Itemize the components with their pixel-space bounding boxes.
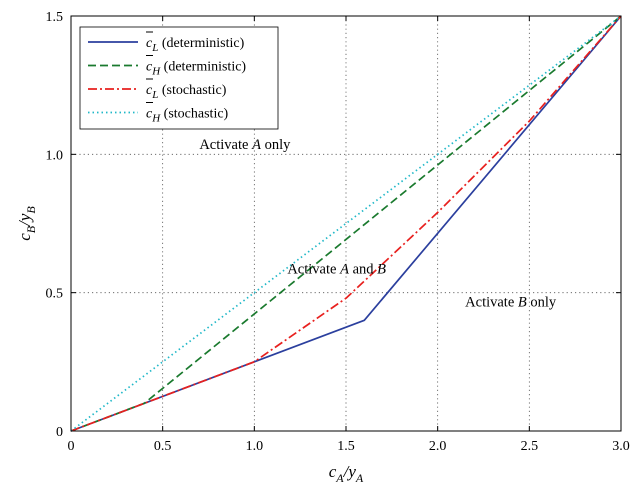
annotation-part: only [261, 137, 291, 153]
series-line-3 [70, 15, 622, 432]
legend-entry-3: cL (stochastic) [146, 83, 227, 101]
legend-symbol: c [146, 107, 153, 122]
series-layer [70, 15, 622, 432]
y-tick-label: 0 [56, 425, 63, 440]
x-axis-label-sep: /y [343, 462, 357, 481]
legend-subscript: H [151, 66, 161, 78]
y-tick-label: 0.5 [46, 287, 64, 302]
y-tick-label: 1.5 [46, 10, 64, 25]
x-axis-label: cA/yA [329, 462, 364, 485]
x-tick-label: 2.5 [521, 439, 539, 454]
y-axis-label: cB/yB [15, 206, 38, 241]
region-annotation-2: Activate A and B [287, 261, 386, 277]
x-tick-label: 2.0 [429, 439, 447, 454]
annotation-part: Activate [199, 137, 252, 153]
legend-desc: (deterministic) [160, 60, 246, 75]
x-axis-label-main: c [329, 462, 337, 481]
legend-desc: (stochastic) [160, 107, 228, 122]
annotation-part: only [527, 295, 557, 311]
annotation-part: A [339, 261, 349, 277]
y-axis-label-wrap: cB/yB [15, 206, 38, 241]
x-tick-label: 0 [68, 439, 75, 454]
y-axis-label-main-sub: B [24, 225, 38, 233]
legend-box [79, 26, 279, 130]
x-tick-label: 0.5 [154, 439, 172, 454]
annotation-part: B [377, 261, 386, 277]
ticks: 0 0.5 1.0 1.5 2.0 2.5 3.0 0 0.5 1.0 1.5 [46, 10, 630, 454]
x-tick-label: 3.0 [612, 439, 630, 454]
x-tick-label: 1.5 [337, 439, 355, 454]
annotation-part: Activate [287, 261, 340, 277]
legend-symbol: c [146, 60, 153, 75]
region-annotation-1: Activate A only [199, 137, 291, 153]
legend-symbol: c [146, 36, 153, 51]
y-tick-label: 1.0 [46, 148, 64, 163]
y-axis-label-main: c [15, 233, 34, 241]
y-axis-label-sep: /y [15, 213, 34, 227]
legend-entry-4: cH (stochastic) [146, 107, 229, 125]
x-axis-label-main-sub: A [335, 471, 344, 485]
y-axis-label-sep-sub: B [24, 206, 38, 214]
legend-subscript: L [151, 42, 158, 54]
region-annotation-3: Activate B only [465, 295, 557, 311]
legend-entry-2: cH (deterministic) [146, 60, 246, 78]
annotation-part: and [349, 261, 377, 277]
legend-subscript: L [151, 89, 158, 101]
annotation-part: A [251, 137, 261, 153]
x-axis-label-sep-sub: A [355, 471, 364, 485]
series-line-2 [70, 15, 622, 432]
legend-desc: (stochastic) [158, 83, 226, 98]
legend-desc: (deterministic) [158, 36, 244, 51]
legend-symbol: c [146, 83, 153, 98]
annotation-part: B [518, 295, 527, 311]
legend-subscript: H [151, 113, 161, 125]
annotation-part: Activate [465, 295, 518, 311]
legend: cL (deterministic)cH (deterministic)cL (… [79, 26, 279, 130]
x-tick-label: 1.0 [246, 439, 264, 454]
legend-entry-1: cL (deterministic) [146, 36, 245, 54]
grid [71, 16, 621, 431]
